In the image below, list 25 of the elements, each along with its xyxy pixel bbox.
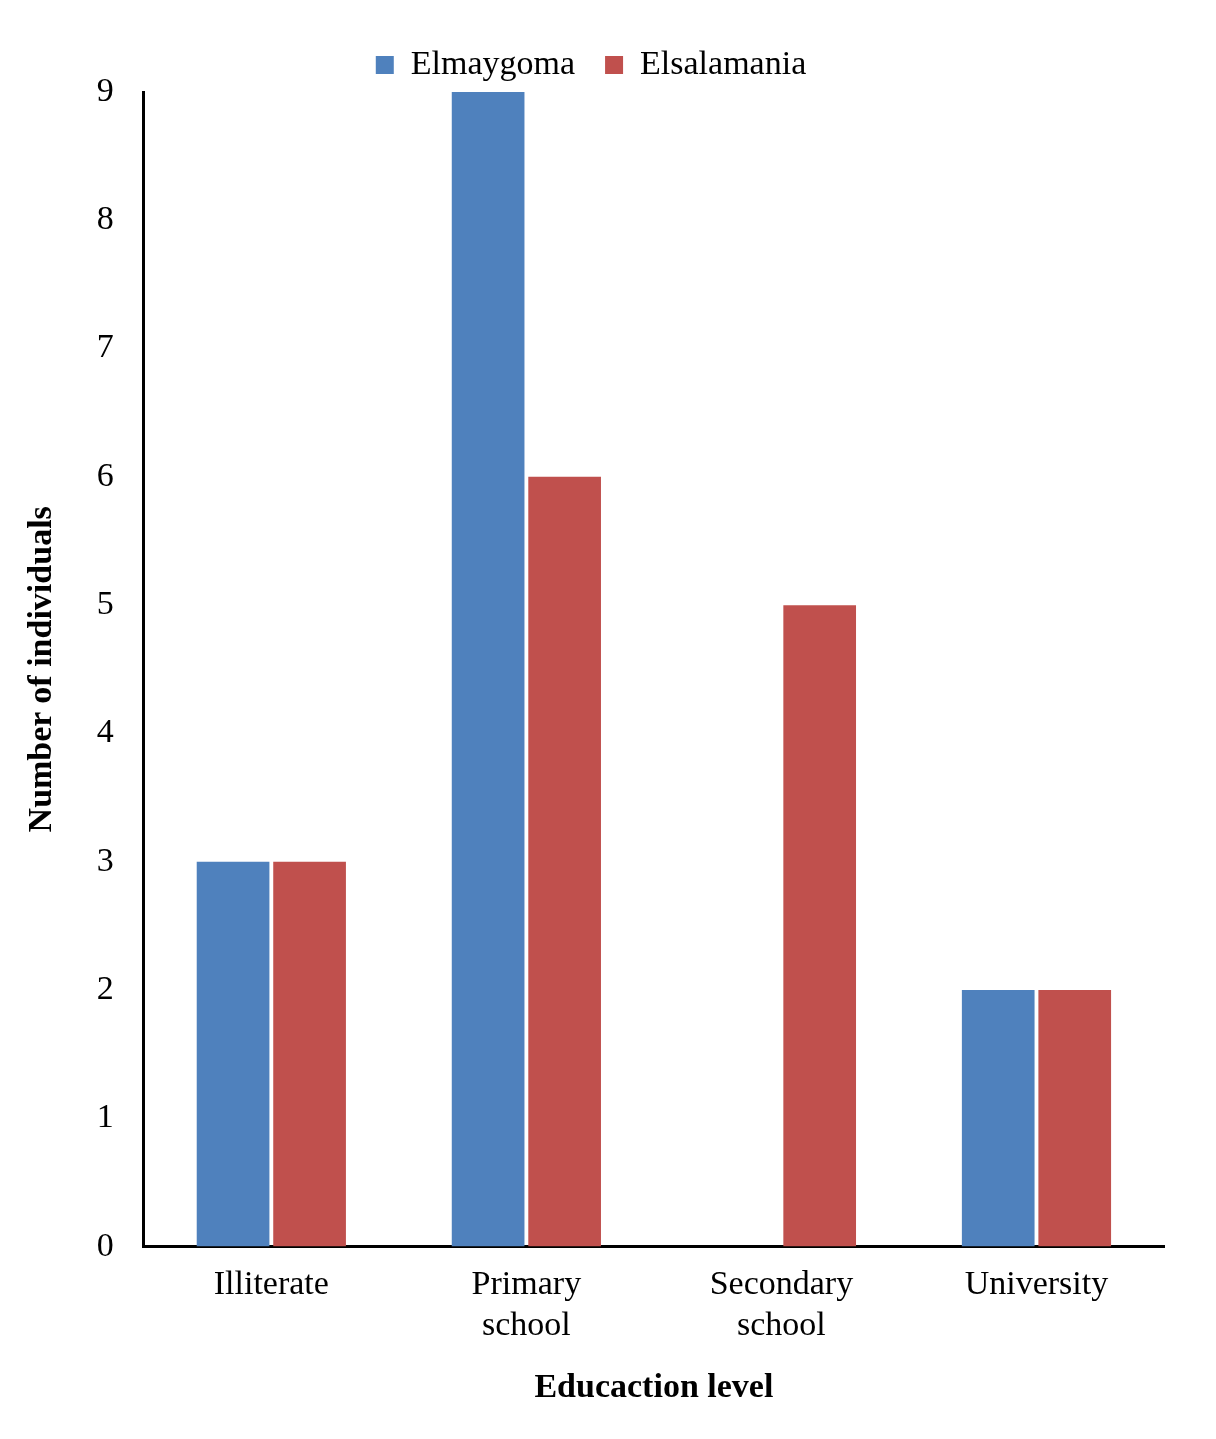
y-tick-label: 1 [96, 1097, 114, 1135]
bar [528, 476, 601, 1247]
y-tick-label: 0 [96, 1225, 114, 1263]
bar [783, 605, 857, 1247]
bar [1038, 990, 1112, 1247]
y-axis-title: Number of individuals [21, 506, 59, 833]
y-tick-label: 6 [96, 455, 114, 493]
y-tick-label: 3 [96, 840, 114, 878]
y-tick-label: 5 [96, 584, 114, 622]
x-tick-label: Illiterate [213, 1263, 329, 1301]
y-tick-label: 4 [96, 712, 114, 750]
y-tick-label: 2 [96, 968, 114, 1006]
legend-label: Elsalamania [640, 43, 807, 81]
y-tick-label: 7 [96, 327, 114, 365]
x-axis-title: Educaction level [534, 1367, 774, 1405]
bar [273, 861, 346, 1247]
y-tick-label: 8 [96, 199, 114, 237]
bar [451, 92, 525, 1247]
x-tick-label: Secondary school [709, 1263, 854, 1342]
legend-label: Elmaygoma [410, 43, 576, 81]
bar [961, 990, 1035, 1247]
y-tick-label: 9 [96, 70, 114, 108]
bar [196, 861, 270, 1247]
x-tick-label: University [964, 1263, 1109, 1301]
x-tick-label: Primary school [471, 1263, 582, 1342]
